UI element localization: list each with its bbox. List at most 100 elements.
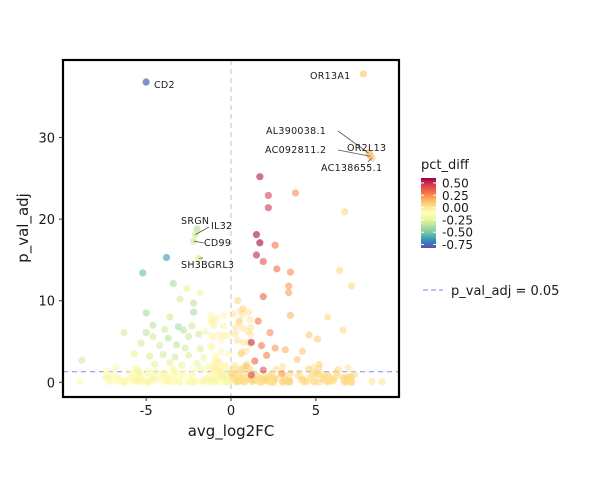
- gene-label: CD99: [204, 238, 231, 249]
- data-point: [269, 379, 276, 386]
- data-point: [135, 376, 142, 383]
- data-point: [166, 359, 173, 366]
- y-tick-label: 0: [47, 376, 55, 391]
- data-point: [248, 339, 255, 346]
- data-point: [207, 343, 214, 350]
- data-point: [282, 346, 289, 353]
- y-tick-label: 30: [38, 132, 55, 147]
- data-point: [344, 364, 351, 371]
- data-point: [143, 329, 150, 336]
- labeled-data-point: [360, 70, 367, 77]
- data-point: [323, 378, 330, 385]
- data-point: [244, 328, 251, 335]
- data-point: [341, 208, 348, 215]
- data-point: [253, 251, 260, 258]
- data-point: [232, 330, 239, 337]
- data-point: [217, 362, 224, 369]
- color-legend-title: pct_diff: [421, 158, 470, 173]
- data-point: [378, 378, 385, 385]
- data-point: [178, 362, 185, 369]
- data-point: [272, 242, 279, 249]
- data-point: [236, 318, 243, 325]
- x-tick-label: 5: [312, 404, 320, 419]
- data-point: [301, 378, 308, 385]
- data-point: [324, 313, 331, 320]
- labeled-data-point: [192, 231, 199, 238]
- data-point: [182, 344, 189, 351]
- gene-label: IL32: [211, 221, 232, 232]
- data-point: [170, 376, 177, 383]
- data-point: [193, 360, 200, 367]
- data-point: [185, 333, 192, 340]
- data-point: [315, 379, 322, 386]
- data-point: [210, 334, 217, 341]
- data-point: [238, 350, 245, 357]
- data-point: [339, 326, 346, 333]
- data-point: [219, 374, 226, 381]
- data-point: [180, 326, 187, 333]
- data-point: [308, 374, 315, 381]
- labeled-data-point: [190, 238, 197, 245]
- data-point: [239, 305, 246, 312]
- data-point: [278, 370, 285, 377]
- data-point: [248, 371, 255, 378]
- data-point: [272, 344, 279, 351]
- data-point: [149, 322, 156, 329]
- data-point: [173, 341, 180, 348]
- data-point: [299, 348, 306, 355]
- data-point: [219, 332, 226, 339]
- data-point: [292, 189, 299, 196]
- gene-label: SH3BGRL3: [181, 260, 234, 271]
- data-point: [316, 361, 323, 368]
- data-point: [209, 376, 216, 383]
- gene-label: OR13A1: [310, 71, 351, 82]
- data-point: [260, 258, 267, 265]
- data-point: [136, 369, 143, 376]
- data-point: [287, 269, 294, 276]
- data-point: [263, 352, 270, 359]
- data-point: [265, 204, 272, 211]
- data-point: [258, 342, 265, 349]
- data-point: [207, 311, 214, 318]
- data-point: [171, 353, 178, 360]
- data-point: [137, 340, 144, 347]
- data-point: [287, 312, 294, 319]
- colorbar-tick-label: -0.75: [442, 238, 473, 252]
- data-point: [234, 337, 241, 344]
- colorbar: [421, 178, 436, 248]
- data-point: [345, 373, 352, 380]
- gene-label: AC092811.2: [265, 145, 326, 156]
- data-point: [285, 282, 292, 289]
- data-point: [348, 282, 355, 289]
- data-point: [260, 293, 267, 300]
- data-point: [253, 231, 260, 238]
- data-point: [247, 316, 254, 323]
- gene-label: SRGN: [181, 216, 209, 227]
- data-point: [143, 309, 150, 316]
- data-point: [330, 375, 337, 382]
- data-point: [368, 378, 375, 385]
- data-point: [166, 313, 173, 320]
- data-point: [255, 318, 262, 325]
- data-point: [185, 352, 192, 359]
- data-point: [225, 350, 232, 357]
- data-point: [161, 374, 168, 381]
- y-tick-label: 10: [38, 295, 55, 310]
- gene-label: OR2L13: [347, 143, 386, 154]
- data-point: [190, 309, 197, 316]
- labeled-data-point: [143, 78, 150, 85]
- data-point: [285, 289, 292, 296]
- data-point: [205, 362, 212, 369]
- data-point: [151, 361, 158, 368]
- data-point: [176, 295, 183, 302]
- data-point: [295, 372, 302, 379]
- data-point: [273, 265, 280, 272]
- data-point: [78, 357, 85, 364]
- data-point: [200, 354, 207, 361]
- data-point: [243, 362, 250, 369]
- color-legend: pct_diff 0.500.250.00-0.25-0.50-0.75: [421, 158, 473, 252]
- y-axis-title: p_val_adj: [14, 193, 33, 263]
